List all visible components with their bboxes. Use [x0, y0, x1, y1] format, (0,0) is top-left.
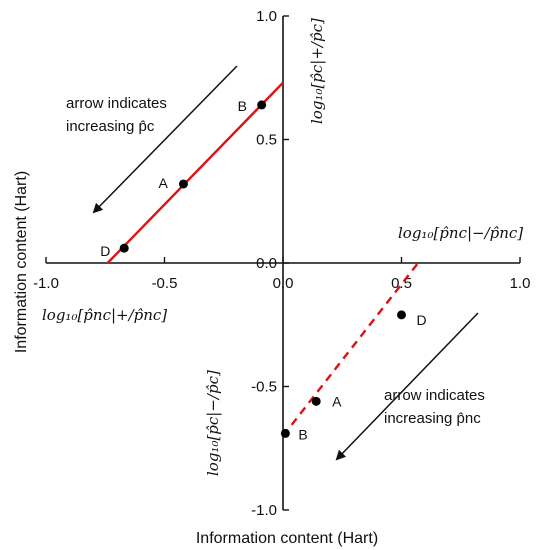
annotation-pc-line1: arrow indicates [66, 95, 167, 112]
y-tick-labels: 1.0 0.5 0.0 -0.5 -1.0 [251, 8, 277, 519]
y-tick-label: 0.0 [256, 255, 277, 272]
x-tick-marks [45, 257, 521, 263]
annotation-pc-line2: increasing p̂c [66, 118, 155, 135]
label-pos-x: log₁₀[p̂nc|−/p̂nc] [398, 224, 523, 242]
label-neg-y: log₁₀[p̂c|−/p̂c] [204, 370, 222, 476]
data-point-a [311, 396, 321, 406]
arrow-increasing-pnc [335, 312, 479, 461]
y-tick-label: -1.0 [251, 502, 277, 519]
y-axis-title: Information content (Hart) [13, 171, 30, 353]
data-point-d [119, 243, 129, 253]
point-label-b: B [238, 98, 247, 114]
y-tick-label: 1.0 [256, 8, 277, 25]
x-tick-labels: -1.0 -0.5 0.0 0.5 1.0 [33, 275, 530, 292]
series-lines [106, 81, 420, 437]
annotation-pnc-line1: arrow indicates [384, 387, 485, 404]
label-neg-x: log₁₀[p̂nc|+/p̂nc] [42, 306, 167, 324]
data-point-b [257, 100, 267, 110]
x-tick-label: 0.5 [391, 275, 412, 292]
y-tick-marks [283, 15, 289, 511]
point-label-d: D [417, 312, 427, 328]
data-point-b [280, 428, 290, 438]
y-tick-label: 0.5 [256, 132, 277, 149]
x-tick-label: -0.5 [152, 275, 178, 292]
x-tick-label: 0.0 [273, 275, 294, 292]
x-tick-label: -1.0 [33, 275, 59, 292]
arrow-increasing-pc [92, 65, 238, 214]
point-label-b: B [298, 426, 307, 442]
x-axis-title: Information content (Hart) [196, 530, 378, 547]
series-line-solid [106, 81, 284, 264]
series-line-dashed [282, 262, 420, 437]
y-tick-label: -0.5 [251, 379, 277, 396]
point-labels: B A D D A B [100, 98, 426, 443]
data-point-d [397, 310, 406, 320]
label-pos-y: log₁₀[p̂c|+/p̂c] [308, 18, 326, 124]
point-label-d: D [100, 243, 110, 259]
annotation-pnc-line2: increasing p̂nc [384, 410, 481, 427]
point-label-a: A [332, 393, 342, 409]
point-label-a: A [158, 175, 168, 191]
series-points [119, 100, 406, 438]
x-tick-label: 1.0 [510, 275, 531, 292]
data-point-a [178, 179, 188, 189]
